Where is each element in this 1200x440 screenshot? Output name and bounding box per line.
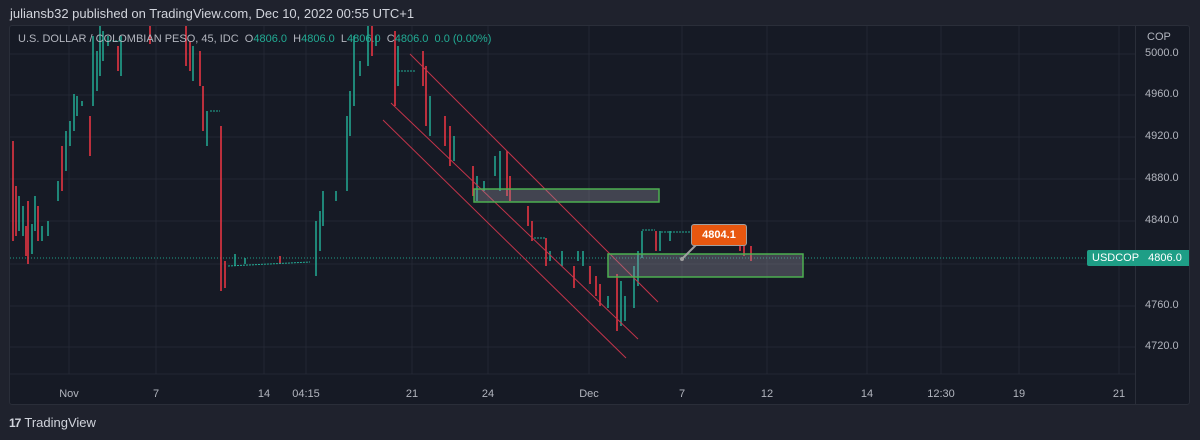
time-tick: 04:15 — [292, 388, 320, 400]
time-tick: Dec — [579, 388, 599, 400]
time-tick: 12 — [760, 388, 774, 400]
high-value: 4806.0 — [301, 33, 335, 45]
time-tick: 19 — [1012, 388, 1026, 400]
chart-legend: U.S. DOLLAR / COLOMBIAN PESO, 45, IDC O4… — [18, 33, 492, 45]
consolidation-segments — [109, 40, 690, 267]
price-tick: 5000.0 — [1145, 47, 1179, 59]
price-tick: 4760.0 — [1145, 299, 1179, 311]
current-price-tag: 4806.0 — [1139, 250, 1189, 266]
open-value: 4806.0 — [253, 33, 288, 45]
resistance-zone[interactable] — [473, 188, 660, 203]
time-tick: 14 — [257, 388, 271, 400]
symbol-description: U.S. DOLLAR / COLOMBIAN PESO, 45, IDC — [18, 33, 239, 45]
chart-plot[interactable] — [10, 26, 1189, 404]
price-tick: 4920.0 — [1145, 130, 1179, 142]
descending-channel[interactable] — [382, 53, 659, 359]
chart-pane[interactable]: U.S. DOLLAR / COLOMBIAN PESO, 45, IDC O4… — [9, 25, 1190, 405]
grid-lines — [10, 26, 1135, 375]
time-tick: 7 — [152, 388, 160, 400]
symbol-price-tag: USDCOP — [1087, 250, 1145, 266]
price-bars — [12, 26, 752, 331]
time-tick: 7 — [678, 388, 686, 400]
time-tick: 21 — [1112, 388, 1126, 400]
close-value: 4806.0 — [394, 33, 429, 45]
price-axis-separator — [1135, 26, 1136, 404]
time-tick: 14 — [860, 388, 874, 400]
price-tick: 4960.0 — [1145, 88, 1179, 100]
time-tick: 12:30 — [927, 388, 955, 400]
low-value: 4806.0 — [347, 33, 381, 45]
change-value: 0.0 (0.00%) — [434, 33, 492, 45]
footer-brand[interactable]: 17 TradingView — [9, 415, 96, 430]
price-callout[interactable]: 4804.1 — [691, 224, 747, 246]
price-tick: 4840.0 — [1145, 214, 1179, 226]
publish-info: juliansb32 published on TradingView.com,… — [10, 6, 415, 21]
tradingview-logo-icon: 17 — [9, 415, 21, 430]
time-tick: 21 — [405, 388, 419, 400]
time-tick: 24 — [481, 388, 495, 400]
price-tick: 4880.0 — [1145, 172, 1179, 184]
support-zone[interactable] — [607, 253, 804, 278]
brand-name: TradingView — [24, 415, 96, 430]
price-tick: 4720.0 — [1145, 340, 1179, 352]
time-tick: Nov — [59, 388, 79, 400]
currency-label: COP — [1147, 31, 1171, 43]
